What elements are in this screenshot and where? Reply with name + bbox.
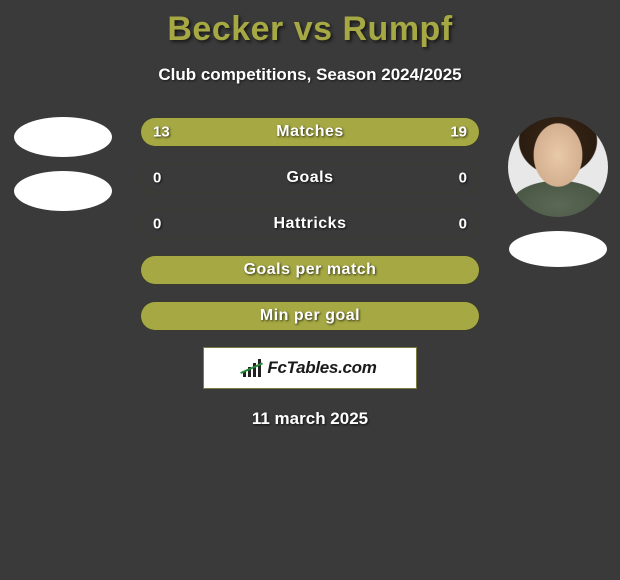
fctables-logo: FcTables.com: [203, 347, 417, 389]
stat-label: Goals: [141, 169, 479, 187]
subtitle: Club competitions, Season 2024/2025: [0, 65, 620, 85]
logo-text: FcTables.com: [267, 358, 376, 378]
stat-row: 00Goals: [140, 163, 480, 193]
stat-row: 1319Matches: [140, 117, 480, 147]
comparison-chart: 1319Matches 00Goals 00Hattricks Goals per m…: [0, 117, 620, 331]
player-right: [505, 117, 610, 267]
avatar-placeholder-icon: [509, 231, 607, 267]
player-left: [10, 117, 115, 211]
stat-row: Goals per match: [140, 255, 480, 285]
avatar-placeholder-icon: [14, 117, 112, 157]
stat-label: Hattricks: [141, 215, 479, 233]
avatar-placeholder-icon: [14, 171, 112, 211]
date-label: 11 march 2025: [0, 409, 620, 429]
stat-bars: 1319Matches 00Goals 00Hattricks Goals per m…: [140, 117, 480, 331]
stat-label: Matches: [141, 123, 479, 141]
avatar: [508, 117, 608, 217]
stat-label: Min per goal: [141, 307, 479, 325]
stat-row: Min per goal: [140, 301, 480, 331]
page-title: Becker vs Rumpf: [0, 0, 620, 49]
bar-chart-icon: [243, 359, 265, 377]
stat-label: Goals per match: [141, 261, 479, 279]
stat-row: 00Hattricks: [140, 209, 480, 239]
